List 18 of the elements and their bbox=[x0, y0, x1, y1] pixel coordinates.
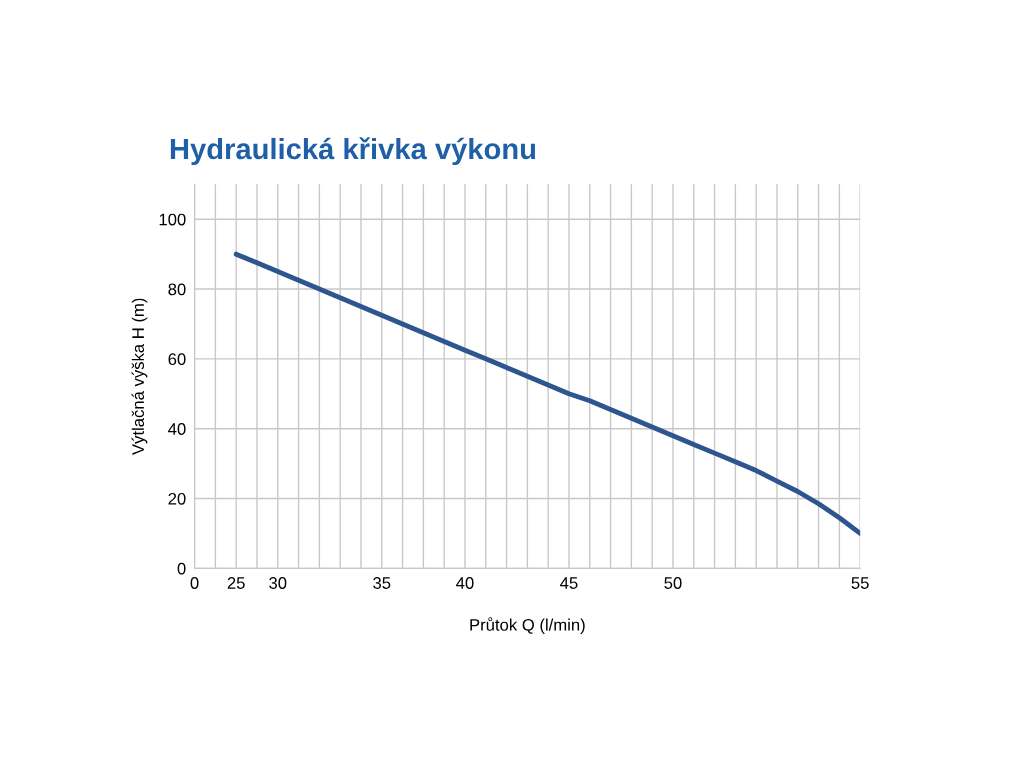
chart-title: Hydraulická křivka výkonu bbox=[170, 137, 536, 166]
x-tick-label: 30 bbox=[269, 577, 287, 589]
x-tick-label: 55 bbox=[851, 577, 869, 589]
y-tick-label: 0 bbox=[177, 562, 186, 575]
x-tick-label: 45 bbox=[560, 577, 578, 589]
x-tick-label: 35 bbox=[373, 577, 391, 589]
y-tick-label: 20 bbox=[168, 492, 186, 505]
x-tick-label: 25 bbox=[227, 577, 245, 589]
x-tick-label: 40 bbox=[456, 577, 474, 589]
y-tick-label: 100 bbox=[159, 213, 186, 226]
y-axis-title: Výtlačná výška H (m) bbox=[131, 298, 148, 455]
y-tick-label: 60 bbox=[168, 353, 186, 366]
y-tick-label: 40 bbox=[168, 423, 186, 435]
x-tick-label: 0 bbox=[190, 577, 199, 589]
x-tick-label: 50 bbox=[664, 577, 682, 589]
y-tick-label: 80 bbox=[168, 283, 186, 296]
x-axis-title: Průtok Q (l/min) bbox=[470, 617, 585, 635]
line-series bbox=[233, 251, 861, 536]
